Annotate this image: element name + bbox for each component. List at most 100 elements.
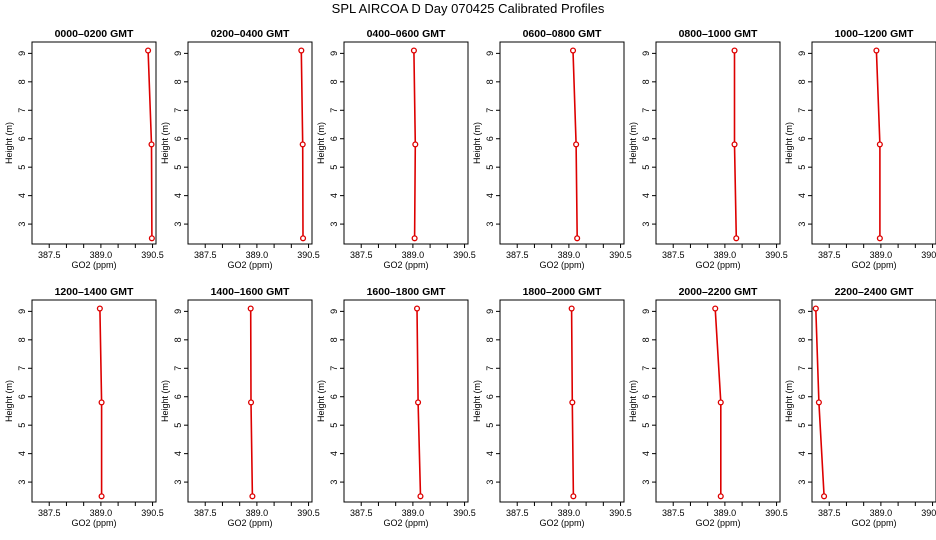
y-axis-label: Height (m) [784,122,794,164]
y-tick-label: 6 [485,136,495,141]
y-tick-label: 8 [17,337,27,342]
data-point [731,141,738,148]
panel-7: 1200–1400 GMT 387.5 389.0 390.5 3 4 5 6 7 8 9 GO2 (… [4,286,164,528]
data-point [731,47,738,54]
x-axis-label: GO2 (ppm) [71,260,116,270]
data-point [812,305,819,312]
plot-frame [187,41,313,245]
data-point [815,399,822,406]
x-tick-label: 387.5 [38,508,61,518]
data-point [249,493,256,500]
y-tick-label: 3 [797,480,807,485]
x-tick-label: 387.5 [662,250,685,260]
data-point [717,493,724,500]
y-tick-label: 4 [17,193,27,198]
data-point [417,493,424,500]
plot-frame [499,299,625,503]
y-tick-label: 3 [173,480,183,485]
data-point [410,47,417,54]
y-tick-label: 6 [485,394,495,399]
x-tick-label: 390.5 [921,250,936,260]
y-tick-label: 5 [641,165,651,170]
x-tick-label: 387.5 [350,250,373,260]
data-point [98,399,105,406]
y-tick-label: 8 [485,79,495,84]
y-tick-label: 6 [17,136,27,141]
data-point [733,235,740,242]
x-axis-label: GO2 (ppm) [851,518,896,528]
y-tick-label: 7 [485,108,495,113]
y-tick-label: 7 [173,366,183,371]
x-tick-label: 390.5 [297,250,320,260]
y-tick-label: 9 [173,51,183,56]
x-axis-label: GO2 (ppm) [539,518,584,528]
data-point [569,399,576,406]
data-point [148,141,155,148]
panel-title: 2200–2400 GMT [835,286,914,298]
data-point [876,141,883,148]
panel-title: 1200–1400 GMT [55,286,134,298]
y-tick-label: 7 [641,108,651,113]
panel-title: 1400–1600 GMT [211,286,290,298]
x-axis-label: GO2 (ppm) [227,260,272,270]
x-tick-label: 389.0 [870,508,893,518]
data-point [145,47,152,54]
x-tick-label: 390.5 [141,250,164,260]
y-tick-label: 6 [797,136,807,141]
plot-frame [31,41,157,245]
x-tick-label: 389.0 [246,508,269,518]
y-tick-label: 4 [329,451,339,456]
panel-title: 0200–0400 GMT [211,28,290,40]
y-tick-label: 4 [797,193,807,198]
plot-frame [187,299,313,503]
y-axis-label: Height (m) [628,380,638,422]
y-tick-label: 5 [173,165,183,170]
panel-4: 0600–0800 GMT 387.5 389.0 390.5 3 4 5 6 7 8 9 GO2 (… [472,28,632,270]
y-tick-label: 5 [17,423,27,428]
y-axis-label: Height (m) [4,122,14,164]
x-tick-label: 390.5 [609,508,632,518]
x-tick-label: 387.5 [818,250,841,260]
data-point [574,235,581,242]
y-tick-label: 9 [485,51,495,56]
y-axis-label: Height (m) [160,380,170,422]
y-tick-label: 9 [641,309,651,314]
y-tick-label: 7 [17,108,27,113]
plot-frame [811,41,936,245]
y-tick-label: 9 [641,51,651,56]
y-axis-label: Height (m) [628,122,638,164]
x-tick-label: 390.5 [297,508,320,518]
data-point [570,493,577,500]
y-tick-label: 9 [485,309,495,314]
y-tick-label: 3 [329,480,339,485]
x-tick-label: 390.5 [765,508,788,518]
y-tick-label: 4 [485,451,495,456]
plot-frame [811,299,936,503]
y-tick-label: 8 [17,79,27,84]
y-tick-label: 3 [797,222,807,227]
x-tick-label: 387.5 [194,508,217,518]
y-tick-label: 7 [797,366,807,371]
data-point [299,141,306,148]
plot-frame [343,299,469,503]
panel-title: 0800–1000 GMT [679,28,758,40]
y-tick-label: 3 [485,222,495,227]
x-tick-label: 389.0 [402,508,425,518]
panel-title: 2000–2200 GMT [679,286,758,298]
y-tick-label: 8 [329,79,339,84]
data-point [873,47,880,54]
y-tick-label: 4 [641,193,651,198]
panel-8: 1400–1600 GMT 387.5 389.0 390.5 3 4 5 6 7 8 9 GO2 (… [160,286,320,528]
y-tick-label: 5 [173,423,183,428]
y-tick-label: 5 [797,423,807,428]
x-tick-label: 390.5 [921,508,936,518]
panel-3: 0400–0600 GMT 387.5 389.0 390.5 3 4 5 6 7 8 9 GO2 (… [316,28,476,270]
y-tick-label: 8 [329,337,339,342]
panel-6: 1000–1200 GMT 387.5 389.0 390.5 3 4 5 6 7 8 9 GO2 (… [784,28,936,270]
x-tick-label: 389.0 [714,508,737,518]
y-axis-label: Height (m) [160,122,170,164]
y-tick-label: 7 [329,366,339,371]
y-axis-label: Height (m) [472,380,482,422]
